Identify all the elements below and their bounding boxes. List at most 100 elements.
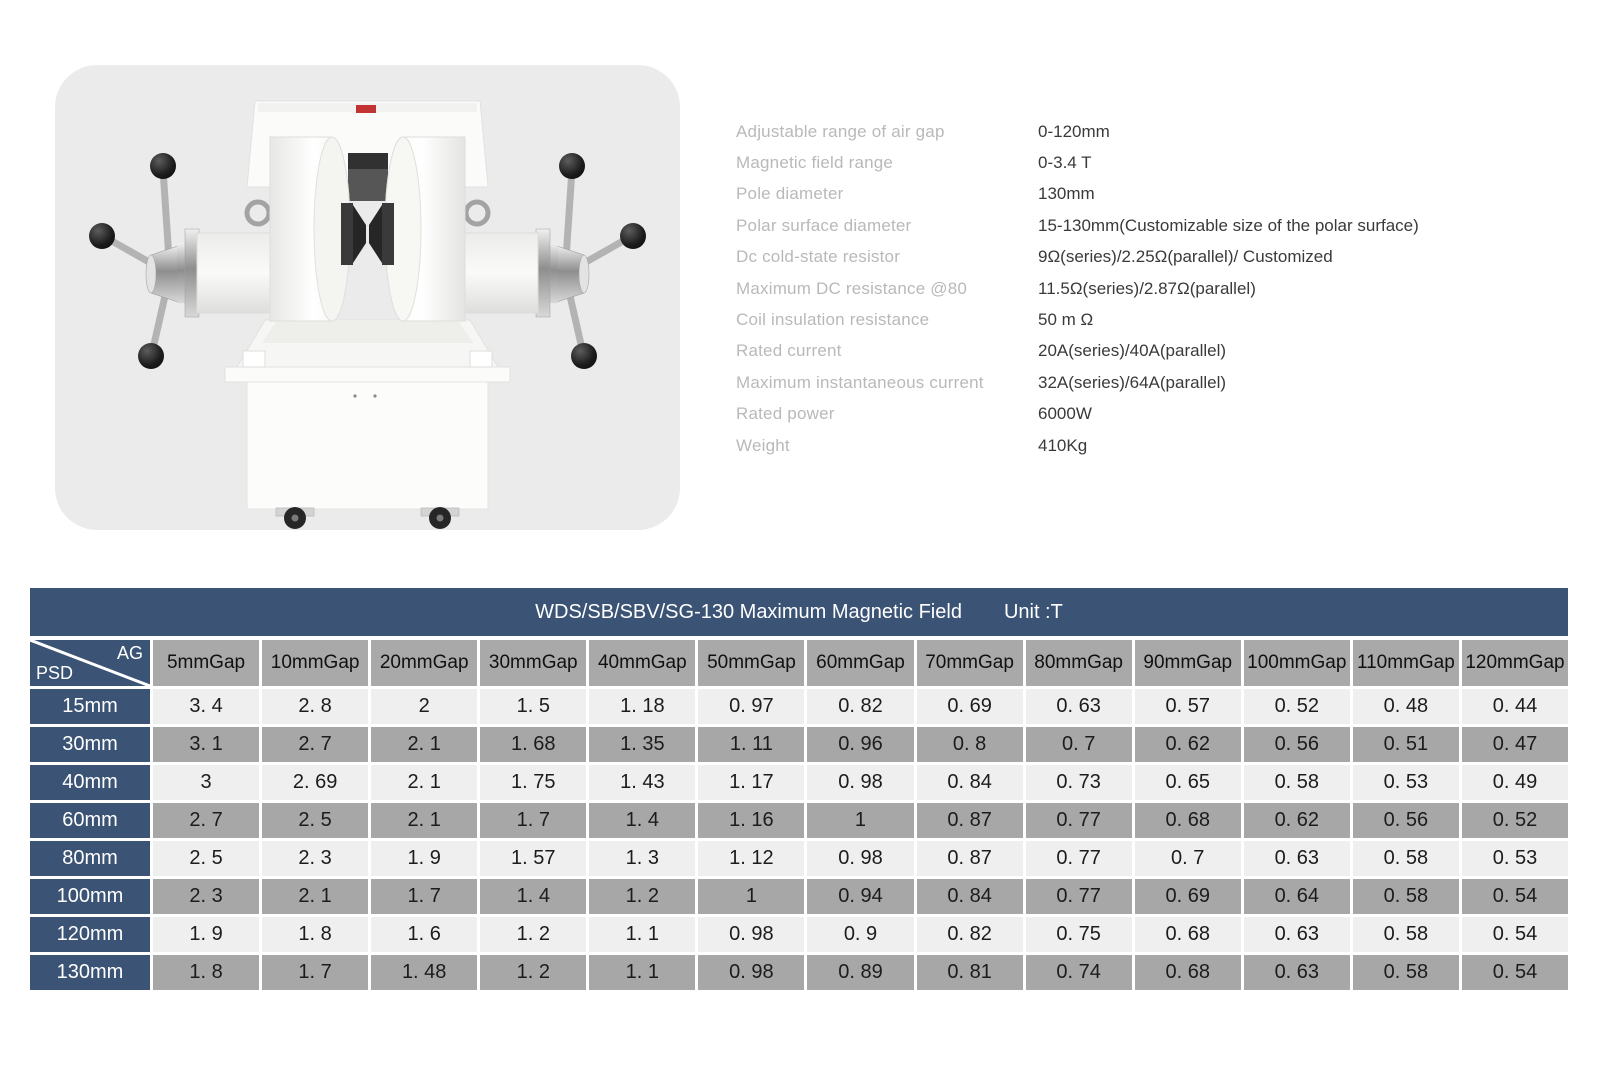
- data-cell: 2. 3: [153, 879, 260, 914]
- data-cell: 0. 82: [916, 917, 1023, 952]
- row-header-cell: 40mm: [30, 765, 150, 800]
- data-cell: 1: [807, 803, 914, 838]
- data-cell: 3. 4: [153, 689, 260, 724]
- corner-diagonal-line: [30, 640, 150, 686]
- spec-row: Magnetic field range 0-3.4 T: [736, 147, 1476, 178]
- data-cell: 0. 87: [916, 841, 1023, 876]
- spec-list: Adjustable range of air gap 0-120mm Magnet…: [736, 116, 1476, 461]
- spec-row: Coil insulation resistance 50 m Ω: [736, 304, 1476, 335]
- data-cell: 0. 73: [1025, 765, 1132, 800]
- spec-label: Polar surface diameter: [736, 215, 912, 235]
- product-image-card: [55, 65, 680, 530]
- lower-housing: [224, 319, 511, 383]
- spec-label: Coil insulation resistance: [736, 310, 930, 330]
- data-cell: 0. 98: [807, 765, 914, 800]
- data-cell: 1. 6: [371, 917, 478, 952]
- data-cell: 1. 16: [698, 803, 805, 838]
- data-cell: 2. 7: [153, 803, 260, 838]
- data-cell: 0. 77: [1025, 803, 1132, 838]
- data-cell: 0. 54: [1461, 917, 1568, 952]
- data-cell: 1. 9: [153, 917, 260, 952]
- data-cell: 0. 68: [1134, 917, 1241, 952]
- spec-row: Adjustable range of air gap 0-120mm: [736, 116, 1476, 147]
- row-header-cell: 100mm: [30, 879, 150, 914]
- data-cell: 0. 69: [916, 689, 1023, 724]
- spec-row: Maximum instantaneous current 32A(series)…: [736, 367, 1476, 398]
- row-header-cell: 120mm: [30, 917, 150, 952]
- row-header-cell: 15mm: [30, 689, 150, 724]
- data-cell: 0. 57: [1134, 689, 1241, 724]
- data-cell: 0. 49: [1461, 765, 1568, 800]
- data-cell: 2. 3: [262, 841, 369, 876]
- column-header-cell: 120mmGap: [1461, 640, 1568, 686]
- column-header-cell: 30mmGap: [480, 640, 587, 686]
- spec-row: Weight 410Kg: [736, 430, 1476, 461]
- data-cell: 2. 1: [371, 803, 478, 838]
- data-cell: 0. 62: [1134, 727, 1241, 762]
- data-cell: 1. 4: [480, 879, 587, 914]
- red-marking: [356, 105, 376, 113]
- data-cell: 0. 56: [1243, 727, 1350, 762]
- spec-value: 11.5Ω(series)/2.87Ω(parallel): [1038, 278, 1256, 298]
- data-cell: 1. 11: [698, 727, 805, 762]
- column-header-cell: 90mmGap: [1134, 640, 1241, 686]
- left-handwheel: [89, 153, 182, 369]
- spec-row: Polar surface diameter 15-130mm(Customiza…: [736, 210, 1476, 241]
- spec-label: Weight: [736, 435, 790, 455]
- data-cell: 1. 57: [480, 841, 587, 876]
- column-header-cell: 70mmGap: [916, 640, 1023, 686]
- data-cell: 1. 9: [371, 841, 478, 876]
- spec-value: 15-130mm(Customizable size of the polar …: [1038, 215, 1419, 235]
- data-cell: 0. 54: [1461, 879, 1568, 914]
- data-cell: 1. 2: [480, 955, 587, 990]
- data-cell: 1. 17: [698, 765, 805, 800]
- data-cell: 1. 1: [589, 955, 696, 990]
- spec-label: Magnetic field range: [736, 153, 894, 173]
- data-cell: 0. 58: [1352, 879, 1459, 914]
- data-cell: 0. 77: [1025, 841, 1132, 876]
- data-cell: 0. 74: [1025, 955, 1132, 990]
- column-header-cell: 40mmGap: [589, 640, 696, 686]
- spec-value: 0-3.4 T: [1038, 153, 1092, 173]
- data-cell: 0. 63: [1243, 841, 1350, 876]
- spec-label: Maximum DC resistance @80: [736, 278, 968, 298]
- data-cell: 2. 69: [262, 765, 369, 800]
- spec-value: 0-120mm: [1038, 121, 1110, 141]
- data-cell: 1. 43: [589, 765, 696, 800]
- data-cell: 1. 8: [153, 955, 260, 990]
- data-cell: 0. 7: [1025, 727, 1132, 762]
- spec-label: Rated power: [736, 404, 835, 424]
- data-cell: 0. 58: [1352, 841, 1459, 876]
- spec-label: Adjustable range of air gap: [736, 121, 945, 141]
- column-header-cell: 110mmGap: [1352, 640, 1459, 686]
- data-cell: 0. 98: [698, 917, 805, 952]
- pole-tips: [341, 203, 394, 265]
- row-header-cell: 30mm: [30, 727, 150, 762]
- data-cell: 0. 64: [1243, 879, 1350, 914]
- data-cell: 0. 68: [1134, 803, 1241, 838]
- data-cell: 0. 89: [807, 955, 914, 990]
- spec-value: 6000W: [1038, 404, 1092, 424]
- spec-row: Rated power 6000W: [736, 399, 1476, 430]
- data-cell: 0. 7: [1134, 841, 1241, 876]
- data-cell: 0. 62: [1243, 803, 1350, 838]
- data-cell: 0. 82: [807, 689, 914, 724]
- column-header-cell: 5mmGap: [153, 640, 260, 686]
- spec-row: Pole diameter 130mm: [736, 179, 1476, 210]
- row-header-cell: 60mm: [30, 803, 150, 838]
- data-cell: 0. 48: [1352, 689, 1459, 724]
- data-cell: 2. 5: [153, 841, 260, 876]
- data-cell: 2. 1: [371, 765, 478, 800]
- data-cell: 1. 12: [698, 841, 805, 876]
- spec-label: Dc cold-state resistor: [736, 247, 901, 267]
- column-header-cell: 100mmGap: [1243, 640, 1350, 686]
- data-cell: 1. 2: [589, 879, 696, 914]
- data-cell: 1. 5: [480, 689, 587, 724]
- spec-value: 9Ω(series)/2.25Ω(parallel)/ Customized: [1038, 247, 1333, 267]
- spec-label: Rated current: [736, 341, 842, 361]
- data-cell: 0. 58: [1352, 955, 1459, 990]
- spec-value: 32A(series)/64A(parallel): [1038, 372, 1227, 392]
- data-cell: 0. 77: [1025, 879, 1132, 914]
- left-coil: [269, 136, 351, 322]
- data-cell: 0. 81: [916, 955, 1023, 990]
